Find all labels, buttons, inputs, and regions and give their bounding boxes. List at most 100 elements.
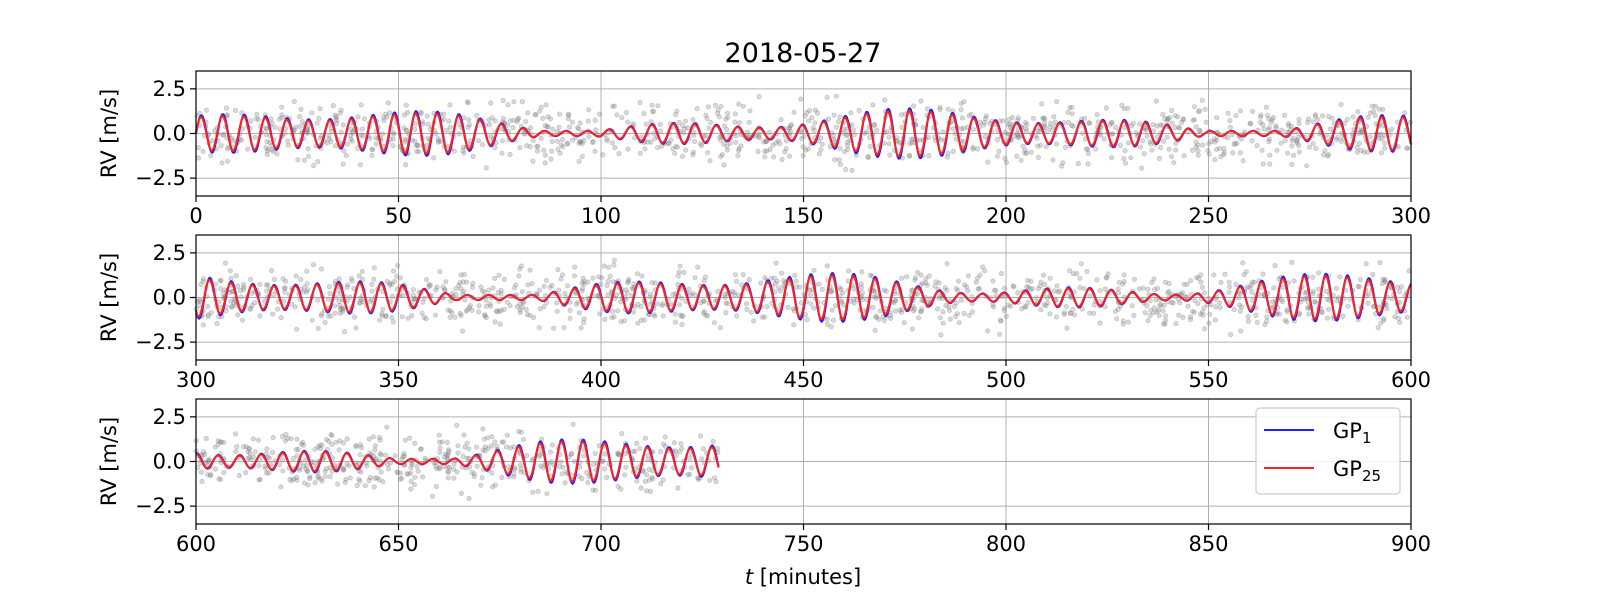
data-point xyxy=(440,284,446,290)
data-point xyxy=(1162,116,1168,122)
data-point xyxy=(361,116,368,122)
data-point xyxy=(756,94,762,100)
data-point xyxy=(1023,126,1029,132)
data-point xyxy=(1254,143,1260,149)
data-point xyxy=(1227,124,1234,131)
data-point xyxy=(843,131,850,137)
data-point xyxy=(237,287,243,293)
data-point xyxy=(851,127,857,133)
data-point xyxy=(1131,276,1138,282)
data-point xyxy=(569,119,576,125)
data-point xyxy=(241,284,247,290)
data-point xyxy=(958,297,965,303)
data-point xyxy=(547,116,554,122)
data-point xyxy=(1291,278,1297,284)
data-point xyxy=(1315,116,1321,123)
data-point xyxy=(1015,115,1021,121)
data-point xyxy=(786,125,792,131)
data-point xyxy=(441,116,447,122)
data-point xyxy=(597,311,603,317)
data-point xyxy=(659,303,665,309)
y-axis-label: RV [m/s] xyxy=(97,253,121,342)
data-point xyxy=(898,275,905,281)
data-point xyxy=(1258,112,1264,118)
data-point xyxy=(271,276,277,282)
data-point xyxy=(1365,300,1371,306)
data-point xyxy=(516,115,522,121)
data-point xyxy=(1304,163,1310,169)
data-point xyxy=(694,106,700,112)
data-point xyxy=(234,443,240,450)
data-point xyxy=(678,295,685,301)
data-point xyxy=(369,281,375,288)
data-point xyxy=(489,483,496,490)
data-point xyxy=(301,157,307,163)
data-point xyxy=(535,488,541,494)
data-point xyxy=(1193,124,1199,130)
data-point xyxy=(266,455,272,461)
y-axis-label: RV [m/s] xyxy=(97,89,121,178)
data-point xyxy=(280,468,286,474)
data-point xyxy=(1176,312,1182,318)
data-point xyxy=(544,491,550,497)
data-point xyxy=(672,319,679,325)
data-point xyxy=(1337,274,1343,280)
data-point xyxy=(409,312,415,319)
data-point xyxy=(917,137,923,143)
data-point xyxy=(1247,120,1253,127)
data-point xyxy=(756,131,762,137)
data-point xyxy=(1044,128,1050,134)
data-point xyxy=(650,108,656,115)
data-point xyxy=(596,442,602,449)
data-point xyxy=(541,283,547,289)
data-point xyxy=(637,150,643,156)
data-point xyxy=(332,143,339,149)
data-point xyxy=(517,145,523,151)
data-point xyxy=(837,161,844,167)
data-point xyxy=(486,117,492,123)
data-point xyxy=(851,132,857,138)
data-point xyxy=(579,475,585,482)
data-point xyxy=(527,267,533,273)
data-point xyxy=(304,268,310,274)
data-point xyxy=(322,319,328,326)
data-point xyxy=(1305,119,1311,125)
data-point xyxy=(546,460,552,467)
data-point xyxy=(831,112,837,118)
data-point xyxy=(681,269,687,276)
data-point xyxy=(647,294,653,300)
data-point xyxy=(332,303,338,309)
data-point xyxy=(1338,102,1344,108)
data-point xyxy=(649,102,655,108)
data-point xyxy=(838,299,845,305)
data-point xyxy=(1363,261,1369,267)
data-point xyxy=(773,260,779,266)
data-point xyxy=(818,135,824,141)
data-point xyxy=(1069,111,1075,117)
data-point xyxy=(1226,279,1232,285)
data-point xyxy=(350,128,356,135)
data-point xyxy=(910,103,917,109)
data-point xyxy=(1037,142,1044,148)
data-point xyxy=(938,137,944,143)
data-point xyxy=(330,103,336,109)
data-point xyxy=(391,131,397,137)
data-point xyxy=(707,158,713,164)
data-point xyxy=(592,117,598,124)
data-point xyxy=(333,117,340,123)
data-point xyxy=(218,143,224,149)
data-point xyxy=(1028,278,1034,284)
data-point xyxy=(824,263,830,269)
data-point xyxy=(390,130,396,136)
data-point xyxy=(1296,149,1302,155)
data-point xyxy=(367,474,373,481)
data-point xyxy=(1228,331,1234,338)
data-point xyxy=(1274,147,1280,153)
data-point xyxy=(981,119,988,126)
data-point xyxy=(239,137,245,143)
data-point xyxy=(556,124,562,130)
data-point xyxy=(372,475,378,481)
data-point xyxy=(1069,122,1075,129)
data-point xyxy=(239,317,246,323)
data-point xyxy=(833,93,840,99)
